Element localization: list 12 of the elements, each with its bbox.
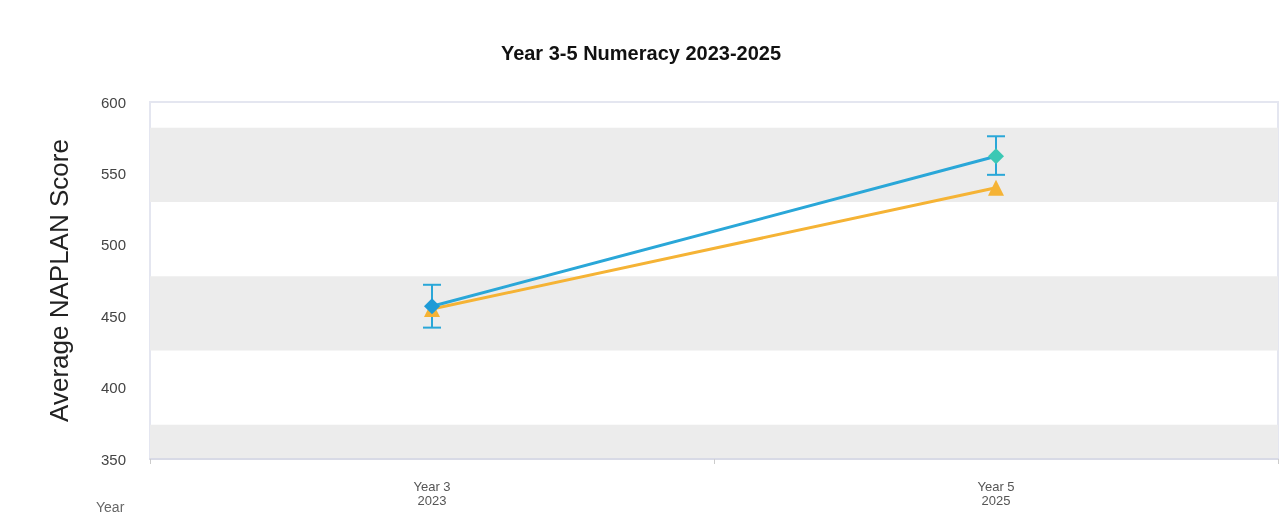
chart-title: Year 3-5 Numeracy 2023-2025 (500, 42, 782, 64)
y-tick-label: 450 (100, 307, 126, 325)
x-tick-label: Year 5 2025 (977, 478, 1015, 508)
y-axis-title: Average NAPLAN Score (44, 139, 74, 422)
y-tick-label: 550 (100, 164, 126, 182)
x-axis-title: Year (96, 499, 125, 515)
y-tick-label: 500 (100, 236, 126, 254)
point (988, 148, 1004, 165)
y-tick-label: 400 (100, 379, 126, 397)
y-tick-label: 350 (100, 450, 126, 468)
y-tick-label: 600 (100, 93, 126, 111)
x-tick-label: Year 3 2023 (413, 478, 451, 508)
